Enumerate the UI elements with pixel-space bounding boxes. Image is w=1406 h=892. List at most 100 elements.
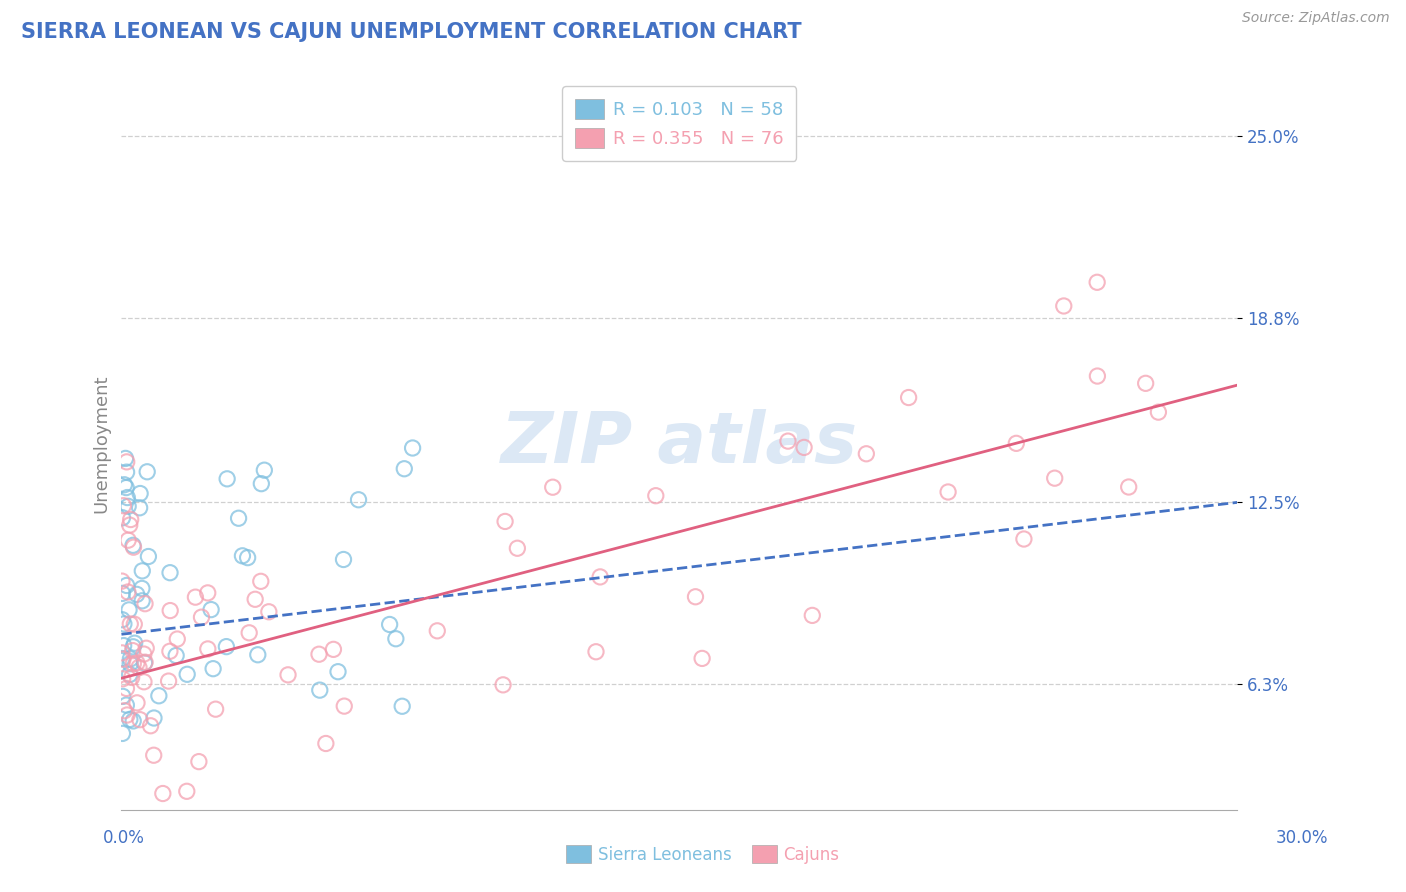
Point <box>121 670 143 684</box>
Point <box>122 714 145 728</box>
Point <box>111 646 134 660</box>
Point <box>143 711 166 725</box>
Point <box>120 657 142 671</box>
Text: Source: ZipAtlas.com: Source: ZipAtlas.com <box>1241 11 1389 25</box>
Text: SIERRA LEONEAN VS CAJUN UNEMPLOYMENT CORRELATION CHART: SIERRA LEONEAN VS CAJUN UNEMPLOYMENT COR… <box>21 22 801 42</box>
Point <box>111 651 134 665</box>
Point <box>117 491 139 505</box>
Point <box>134 656 156 670</box>
Text: 30.0%: 30.0% <box>1277 829 1329 847</box>
Point <box>426 624 449 638</box>
Point <box>243 592 266 607</box>
Point <box>112 616 135 631</box>
Point <box>111 586 134 600</box>
Point <box>124 636 146 650</box>
Point <box>136 465 159 479</box>
Point <box>112 704 135 718</box>
Point <box>1012 532 1035 546</box>
Point <box>115 708 138 723</box>
Point <box>277 668 299 682</box>
Point <box>202 662 225 676</box>
Point <box>1053 299 1076 313</box>
Point <box>1043 471 1066 485</box>
Point <box>401 441 423 455</box>
Point <box>1147 405 1170 419</box>
Point <box>249 574 271 589</box>
Point <box>217 472 239 486</box>
Point <box>315 737 337 751</box>
Point <box>385 632 408 646</box>
Point <box>122 538 145 552</box>
Point <box>228 511 250 525</box>
Point <box>129 713 152 727</box>
Legend: Sierra Leoneans, Cajuns: Sierra Leoneans, Cajuns <box>560 838 846 871</box>
Point <box>236 550 259 565</box>
Point <box>308 647 330 661</box>
Point <box>378 617 401 632</box>
Point <box>118 603 141 617</box>
Point <box>122 657 145 671</box>
Point <box>246 648 269 662</box>
Point <box>120 512 142 526</box>
Point <box>118 667 141 681</box>
Point <box>142 748 165 763</box>
Point <box>253 463 276 477</box>
Point <box>1005 436 1028 450</box>
Point <box>112 639 135 653</box>
Point <box>139 719 162 733</box>
Point <box>152 787 174 801</box>
Point <box>115 698 138 712</box>
Point <box>176 784 198 798</box>
Point <box>347 492 370 507</box>
Point <box>333 699 356 714</box>
Point <box>111 690 134 704</box>
Point <box>165 648 187 663</box>
Point <box>855 447 877 461</box>
Point <box>157 674 180 689</box>
Point <box>115 455 138 469</box>
Point <box>257 605 280 619</box>
Point <box>238 625 260 640</box>
Y-axis label: Unemployment: Unemployment <box>93 375 110 513</box>
Point <box>111 613 134 627</box>
Point <box>128 500 150 515</box>
Point <box>159 566 181 580</box>
Point <box>187 755 209 769</box>
Point <box>492 678 515 692</box>
Point <box>1118 480 1140 494</box>
Point <box>134 597 156 611</box>
Point <box>148 689 170 703</box>
Point <box>1135 376 1157 391</box>
Point <box>131 564 153 578</box>
Point <box>231 549 253 563</box>
Point <box>494 515 516 529</box>
Point <box>117 500 139 514</box>
Point <box>897 391 920 405</box>
Point <box>115 465 138 479</box>
Point <box>112 499 135 513</box>
Point <box>250 476 273 491</box>
Point <box>200 602 222 616</box>
Point <box>111 652 134 666</box>
Point <box>197 586 219 600</box>
Point <box>801 608 824 623</box>
Point <box>326 665 349 679</box>
Point <box>159 604 181 618</box>
Point <box>112 477 135 491</box>
Point <box>184 590 207 604</box>
Point <box>159 644 181 658</box>
Point <box>118 518 141 533</box>
Point <box>166 632 188 646</box>
Text: ZIP atlas: ZIP atlas <box>501 409 858 478</box>
Point <box>134 655 156 669</box>
Point <box>121 643 143 657</box>
Point <box>589 570 612 584</box>
Point <box>125 587 148 601</box>
Point <box>115 681 138 696</box>
Point <box>776 434 799 449</box>
Point <box>332 552 354 566</box>
Point <box>197 641 219 656</box>
Point <box>131 582 153 596</box>
Point <box>111 672 134 686</box>
Point <box>936 485 959 500</box>
